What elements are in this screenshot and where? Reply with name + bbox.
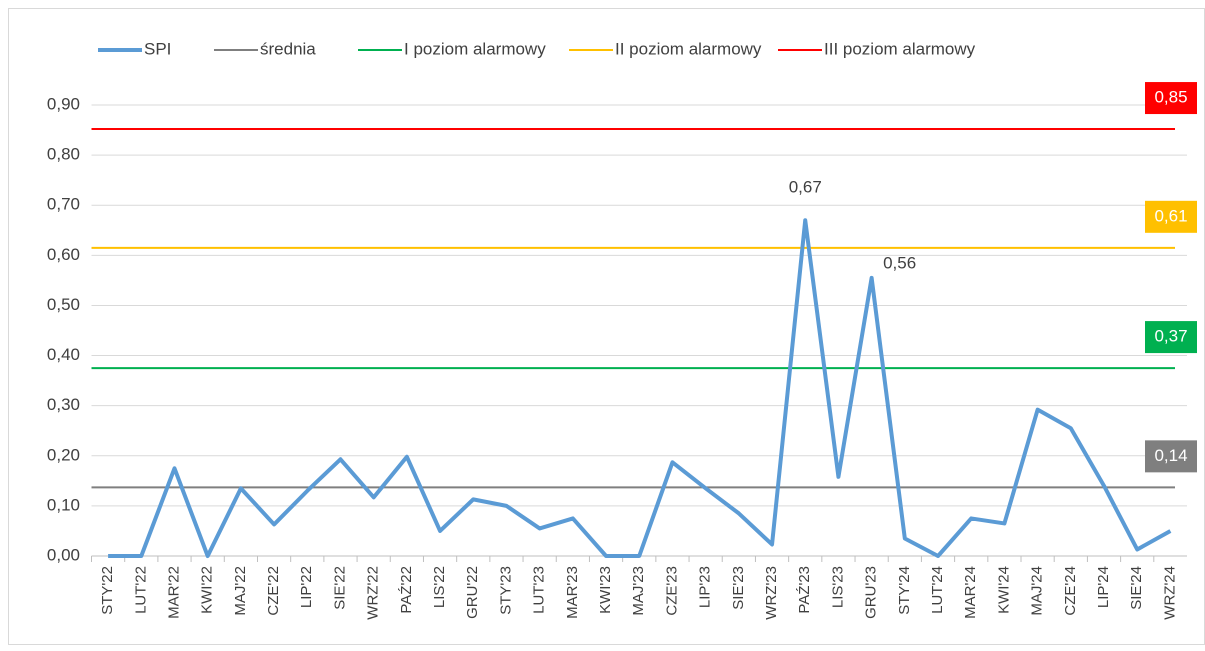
reference-label: 0,37 <box>1154 327 1187 346</box>
reference-label: 0,85 <box>1154 88 1187 107</box>
x-tick-label: LUT'23 <box>531 566 548 614</box>
x-tick-label: MAR'24 <box>962 566 979 619</box>
x-tick-label: MAJ'22 <box>232 566 249 616</box>
legend-label: I poziom alarmowy <box>404 39 546 58</box>
x-tick-label: CZE'23 <box>663 566 680 616</box>
x-tick-label: MAJ'23 <box>630 566 647 616</box>
reference-label-box <box>1145 200 1197 233</box>
x-tick-label: LIP'23 <box>697 566 714 608</box>
x-tick-label: CZE'24 <box>1062 566 1079 616</box>
data-label: 0,56 <box>883 253 916 272</box>
y-tick-label: 0,60 <box>47 245 80 264</box>
y-tick-label: 0,20 <box>47 445 80 464</box>
y-tick-label: 0,00 <box>47 545 80 564</box>
reference-label: 0,14 <box>1154 446 1187 465</box>
spi-line <box>108 218 1172 558</box>
y-tick-label: 0,40 <box>47 345 80 364</box>
legend-label: średnia <box>260 39 316 58</box>
x-tick-label: MAR'23 <box>564 566 581 619</box>
x-tick-label: STY'22 <box>99 566 116 615</box>
x-tick-label: CZE'22 <box>265 566 282 616</box>
x-tick-label: SIE'24 <box>1128 566 1145 610</box>
legend-label: III poziom alarmowy <box>824 39 976 58</box>
x-tick-label: MAR'22 <box>165 566 182 619</box>
x-tick-label: LIS'23 <box>829 566 846 608</box>
data-label: 0,67 <box>789 178 822 197</box>
legend-label: SPI <box>144 39 171 58</box>
x-tick-label: LIP'22 <box>298 566 315 608</box>
x-tick-label: LIP'24 <box>1095 566 1112 608</box>
y-tick-label: 0,30 <box>47 395 80 414</box>
x-tick-label: KWI'23 <box>597 566 614 614</box>
y-tick-label: 0,70 <box>47 195 80 214</box>
x-tick-label: LUT'24 <box>929 566 946 614</box>
y-tick-label: 0,80 <box>47 145 80 164</box>
x-tick-label: STY'24 <box>896 566 913 615</box>
x-tick-label: SIE'23 <box>730 566 747 610</box>
reference-label-box <box>1145 440 1197 473</box>
chart-frame <box>8 8 1205 645</box>
x-tick-label: LIS'22 <box>431 566 448 608</box>
x-tick-label: GRU'22 <box>464 566 481 619</box>
x-tick-label: SIE'22 <box>331 566 348 610</box>
x-tick-label: WRZ'23 <box>763 566 780 620</box>
x-tick-label: WRZ'24 <box>1161 566 1178 620</box>
x-tick-label: GRU'23 <box>863 566 880 619</box>
x-tick-label: MAJ'24 <box>1029 566 1046 616</box>
x-tick-label: KWI'24 <box>995 566 1012 614</box>
y-tick-label: 0,50 <box>47 295 80 314</box>
x-tick-label: LUT'22 <box>132 566 149 614</box>
x-tick-label: PAŹ'22 <box>398 566 415 614</box>
legend-label: II poziom alarmowy <box>615 39 762 58</box>
reference-label: 0,61 <box>1154 206 1187 225</box>
x-tick-label: WRZ'22 <box>365 566 382 620</box>
x-tick-label: PAŹ'23 <box>796 566 813 614</box>
y-tick-label: 0,10 <box>47 495 80 514</box>
x-tick-label: STY'23 <box>497 566 514 615</box>
reference-label-box <box>1145 321 1197 354</box>
reference-label-box <box>1145 82 1197 115</box>
x-tick-label: KWI'22 <box>199 566 216 614</box>
y-tick-label: 0,90 <box>47 94 80 113</box>
